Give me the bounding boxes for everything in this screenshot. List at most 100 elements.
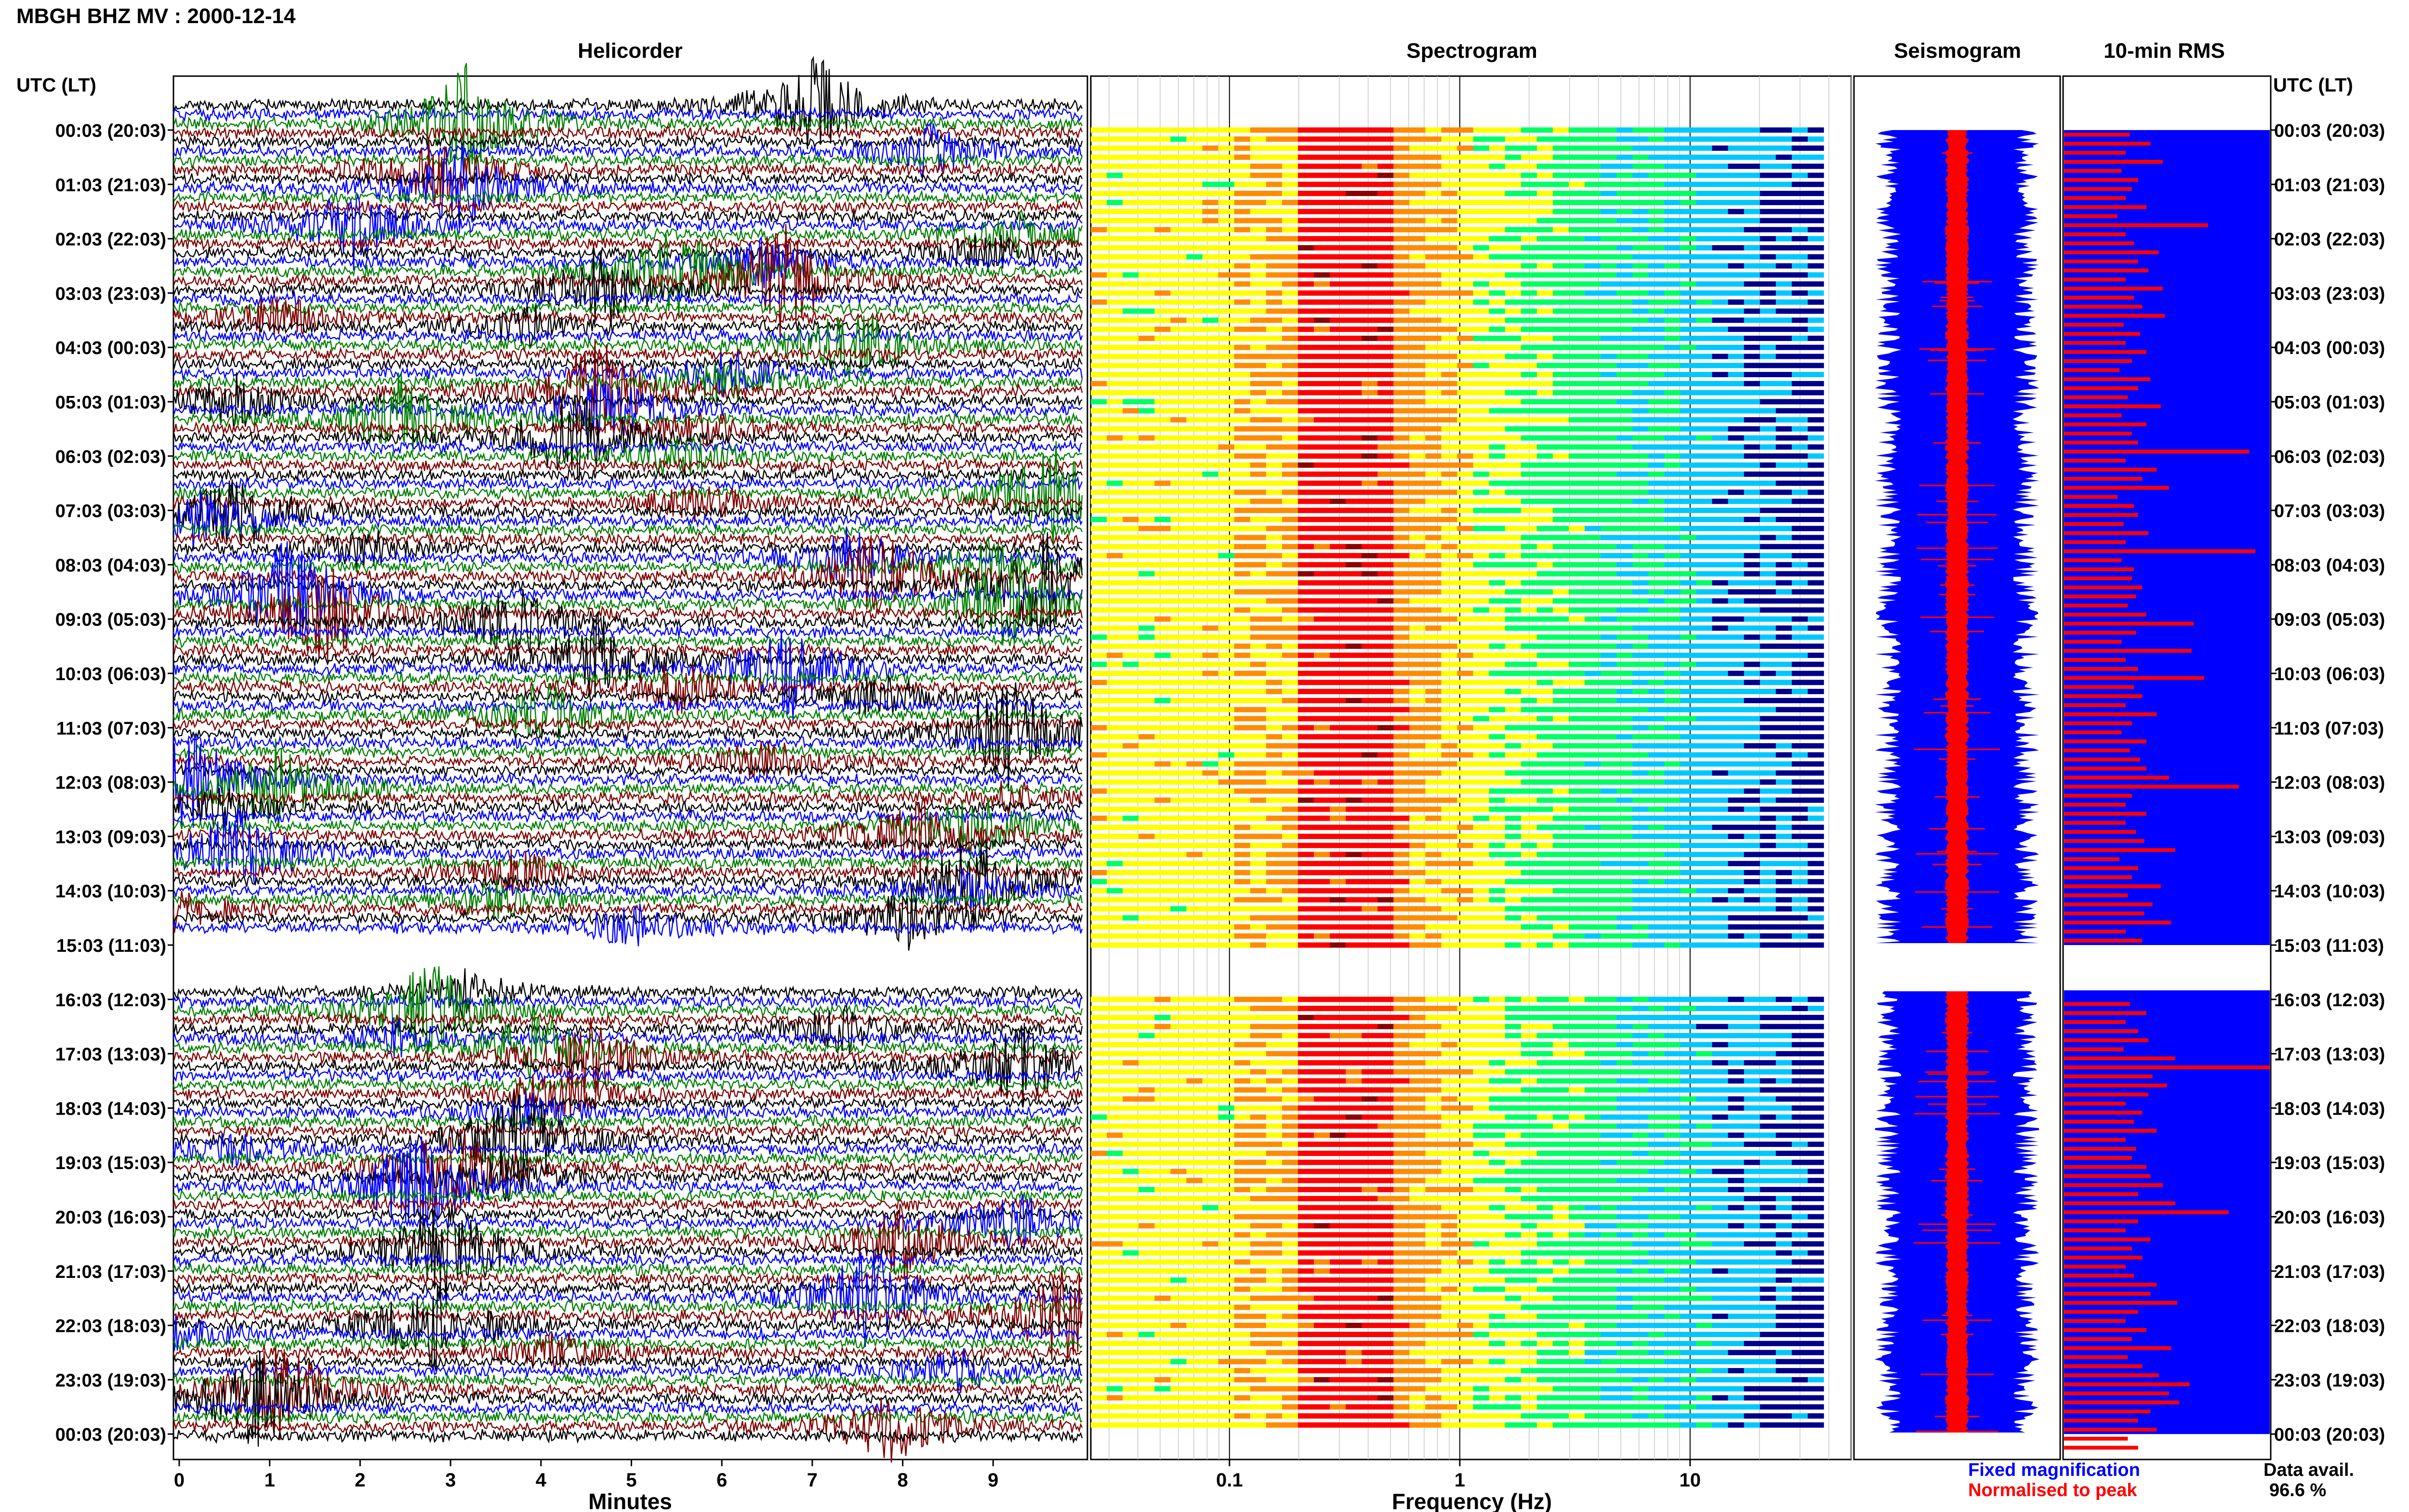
spectrogram-cell bbox=[1202, 852, 1219, 857]
spectrogram-cell bbox=[1170, 680, 1187, 685]
spectrogram-cell bbox=[1808, 870, 1824, 876]
spectrogram-cell bbox=[1664, 671, 1681, 676]
spectrogram-cell bbox=[1791, 136, 1808, 142]
spectrogram-cell bbox=[1250, 607, 1267, 613]
spectrogram-cell bbox=[1521, 480, 1537, 486]
spectrogram-cell bbox=[1186, 761, 1203, 767]
spectrogram-cell bbox=[1744, 544, 1760, 550]
spectrogram-cell bbox=[1680, 571, 1697, 577]
spectrogram-cell bbox=[1170, 363, 1187, 368]
spectrogram-cell bbox=[1313, 254, 1330, 260]
spectrogram-cell bbox=[1791, 671, 1808, 676]
spectrogram-cell bbox=[1377, 842, 1394, 848]
spectrogram-cell bbox=[1664, 788, 1681, 794]
spectrogram-cell bbox=[1632, 616, 1649, 622]
spectrogram-cell bbox=[1091, 743, 1107, 749]
spectrogram-cell bbox=[1091, 1042, 1107, 1048]
helicorder-trace-row bbox=[172, 1280, 1083, 1296]
spectrogram-cell bbox=[1313, 480, 1330, 486]
spectrogram-cell bbox=[1728, 471, 1745, 477]
spectrogram-cell bbox=[1521, 697, 1537, 703]
spectrogram-cell bbox=[1585, 1014, 1601, 1020]
spectrogram-cell bbox=[1569, 408, 1585, 414]
spectrogram-cell bbox=[1107, 634, 1123, 640]
spectrogram-cell bbox=[1536, 516, 1553, 522]
spectrogram-cell bbox=[1346, 499, 1362, 504]
spectrogram-cell bbox=[1186, 1006, 1203, 1012]
spectrogram-cell bbox=[1313, 127, 1330, 133]
spectrogram-cell bbox=[1760, 861, 1776, 867]
spectrogram-cell bbox=[1138, 408, 1155, 414]
spectrogram-cell bbox=[1728, 752, 1745, 758]
spectrogram-cell bbox=[1346, 906, 1362, 912]
spectrogram-cell bbox=[1202, 354, 1219, 359]
spectrogram-cell bbox=[1154, 580, 1171, 586]
spectrogram-cell bbox=[1202, 616, 1219, 622]
spectrogram-cell bbox=[1282, 634, 1298, 640]
spectrogram-cell bbox=[1138, 327, 1155, 332]
spectrogram-cell bbox=[1680, 1014, 1697, 1020]
spectrogram-cell bbox=[1521, 1014, 1537, 1020]
spectrogram-cell bbox=[1552, 317, 1569, 323]
spectrogram-cell bbox=[1186, 1087, 1203, 1093]
spectrogram-cell bbox=[1409, 354, 1426, 359]
spectrogram-cell bbox=[1170, 408, 1187, 414]
spectrogram-cell bbox=[1234, 182, 1251, 187]
spectrogram-cell bbox=[1632, 199, 1649, 205]
spectrogram-cell bbox=[1457, 136, 1474, 142]
spectrogram-cell bbox=[1791, 598, 1808, 604]
spectrogram-cell bbox=[1297, 1114, 1314, 1120]
spectrogram-cell bbox=[1186, 571, 1203, 577]
spectrogram-cell bbox=[1234, 833, 1251, 839]
spectrogram-cell bbox=[1170, 263, 1187, 269]
spectrogram-cell bbox=[1505, 408, 1522, 414]
spectrogram-cell bbox=[1186, 870, 1203, 876]
spectrogram-cell bbox=[1712, 616, 1729, 622]
spectrogram-cell bbox=[1696, 435, 1713, 441]
spectrogram-cell bbox=[1107, 263, 1123, 269]
spectrogram-cell bbox=[1616, 1087, 1633, 1093]
spectrogram-cell bbox=[1409, 652, 1426, 658]
spectrogram-cell bbox=[1775, 544, 1792, 550]
spectrogram-cell bbox=[1616, 1006, 1633, 1012]
spectrogram-cell bbox=[1760, 942, 1776, 948]
spectrogram-cell bbox=[1760, 199, 1776, 205]
spectrogram-cell bbox=[1138, 906, 1155, 912]
spectrogram-cell bbox=[1648, 815, 1665, 821]
spectrogram-cell bbox=[1569, 544, 1585, 550]
spectrogram-cell bbox=[1552, 734, 1569, 740]
spectrogram-cell bbox=[1616, 625, 1633, 631]
spectrogram-cell bbox=[1313, 1060, 1330, 1065]
spectrogram-cell bbox=[1744, 127, 1760, 133]
spectrogram-cell bbox=[1266, 526, 1283, 531]
spectrogram-cell bbox=[1362, 571, 1378, 577]
spectrogram-cell bbox=[1473, 372, 1490, 378]
spectrogram-cell bbox=[1601, 263, 1617, 269]
spectrogram-cell bbox=[1297, 1051, 1314, 1057]
spectrogram-cell bbox=[1489, 671, 1506, 676]
spectrogram-cell bbox=[1186, 1105, 1203, 1111]
spectrogram-cell bbox=[1313, 381, 1330, 386]
spectrogram-cell bbox=[1616, 254, 1633, 260]
spectrogram-cell bbox=[1505, 571, 1522, 577]
spectrogram-cell bbox=[1569, 426, 1585, 432]
spectrogram-cell bbox=[1234, 571, 1251, 577]
spectrogram-cell bbox=[1202, 381, 1219, 386]
spectrogram-cell bbox=[1377, 372, 1394, 378]
spectrogram-cell bbox=[1808, 308, 1824, 314]
spectrogram-cell bbox=[1728, 381, 1745, 386]
spectrogram-cell bbox=[1123, 553, 1139, 559]
spectrogram-cell bbox=[1521, 526, 1537, 531]
helicorder-trace-row bbox=[173, 762, 1083, 778]
spectrogram-cell bbox=[1601, 1105, 1617, 1111]
spectrogram-cell bbox=[1712, 725, 1729, 731]
spectrogram-cell bbox=[1505, 254, 1522, 260]
spectrogram-cell bbox=[1266, 707, 1283, 712]
spectrogram-cell bbox=[1362, 1042, 1378, 1048]
spectrogram-cell bbox=[1648, 453, 1665, 459]
spectrogram-cell bbox=[1409, 136, 1426, 142]
spectrogram-cell bbox=[1346, 399, 1362, 405]
spectrogram-cell bbox=[1712, 861, 1729, 867]
spectrogram-cell bbox=[1808, 1042, 1824, 1048]
spectrogram-cell bbox=[1409, 933, 1426, 939]
